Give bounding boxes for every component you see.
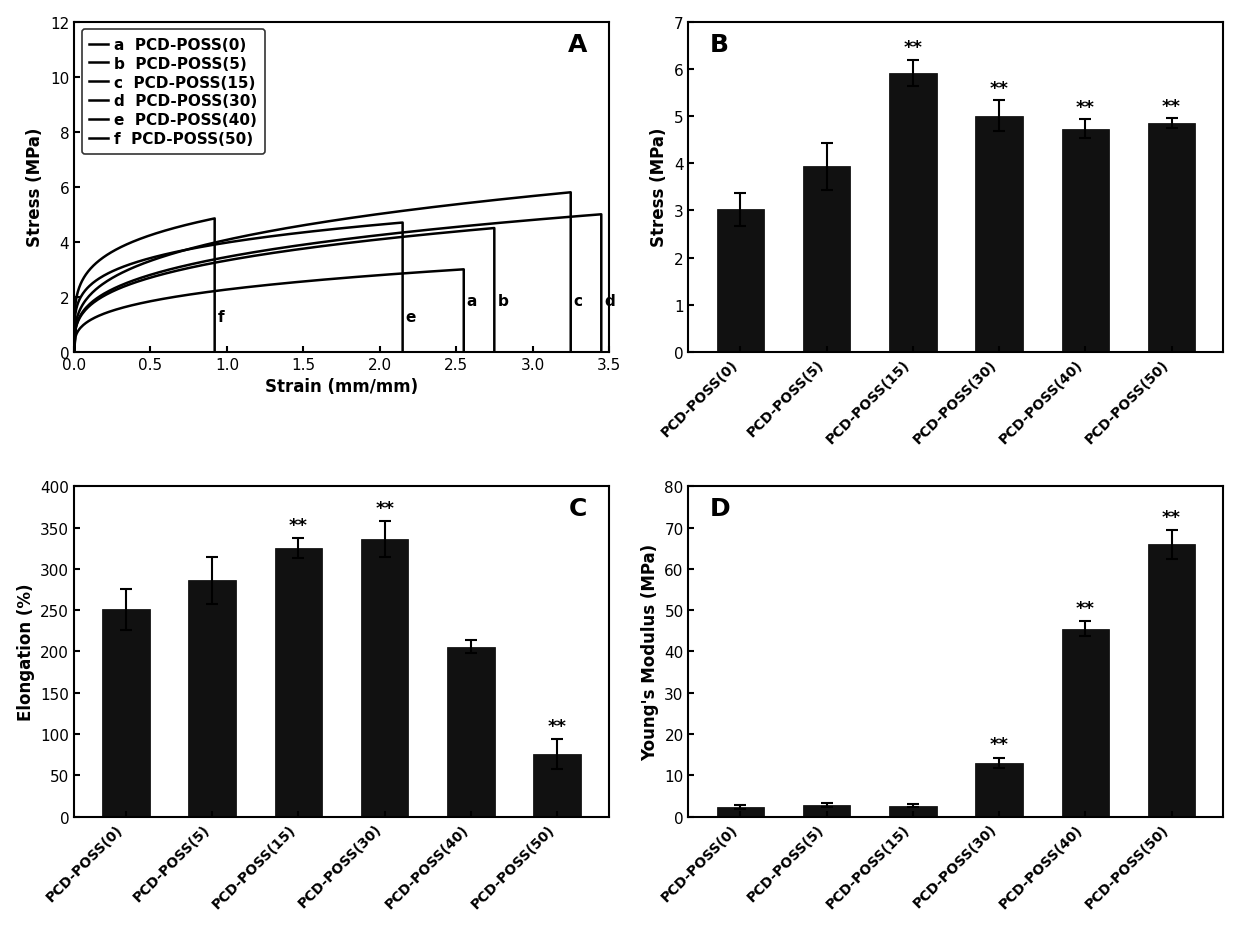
Text: **: **	[548, 717, 567, 735]
Text: c: c	[574, 294, 583, 309]
Legend: a  PCD-POSS(0), b  PCD-POSS(5), c  PCD-POSS(15), d  PCD-POSS(30), e  PCD-POSS(40: a PCD-POSS(0), b PCD-POSS(5), c PCD-POSS…	[82, 31, 264, 155]
Bar	[717, 807, 764, 817]
Text: **: **	[376, 500, 394, 517]
Bar	[1061, 629, 1109, 817]
Text: **: **	[1076, 600, 1095, 617]
X-axis label: Strain (mm/mm): Strain (mm/mm)	[265, 378, 418, 396]
Text: f: f	[218, 310, 224, 325]
Text: **: **	[1076, 98, 1095, 117]
Bar	[1148, 124, 1195, 352]
Y-axis label: Young's Modulus (MPa): Young's Modulus (MPa)	[641, 543, 658, 760]
Bar	[448, 647, 495, 817]
Text: **: **	[903, 39, 923, 57]
Bar	[1148, 544, 1195, 817]
Text: D: D	[709, 497, 730, 521]
Y-axis label: Stress (MPa): Stress (MPa)	[26, 128, 45, 248]
Bar	[802, 167, 851, 352]
Bar	[361, 540, 408, 817]
Text: **: **	[289, 516, 308, 535]
Text: e: e	[405, 310, 417, 325]
Text: **: **	[990, 80, 1008, 97]
Text: B: B	[709, 32, 729, 57]
Text: a: a	[466, 294, 477, 309]
Bar	[802, 806, 851, 817]
Bar	[717, 210, 764, 352]
Bar	[976, 117, 1023, 352]
Bar	[274, 549, 322, 817]
Bar	[188, 581, 236, 817]
Text: **: **	[1162, 508, 1180, 526]
Y-axis label: Elongation (%): Elongation (%)	[16, 583, 35, 720]
Text: d: d	[604, 294, 615, 309]
Bar	[102, 610, 150, 817]
Text: **: **	[990, 736, 1008, 754]
Text: b: b	[497, 294, 508, 309]
Y-axis label: Stress (MPa): Stress (MPa)	[650, 128, 668, 248]
Bar	[889, 806, 936, 817]
Bar	[533, 754, 580, 817]
Text: A: A	[568, 32, 588, 57]
Bar	[976, 763, 1023, 817]
Bar	[889, 74, 936, 352]
Bar	[1061, 130, 1109, 352]
Text: **: **	[1162, 97, 1180, 116]
Text: C: C	[569, 497, 588, 521]
